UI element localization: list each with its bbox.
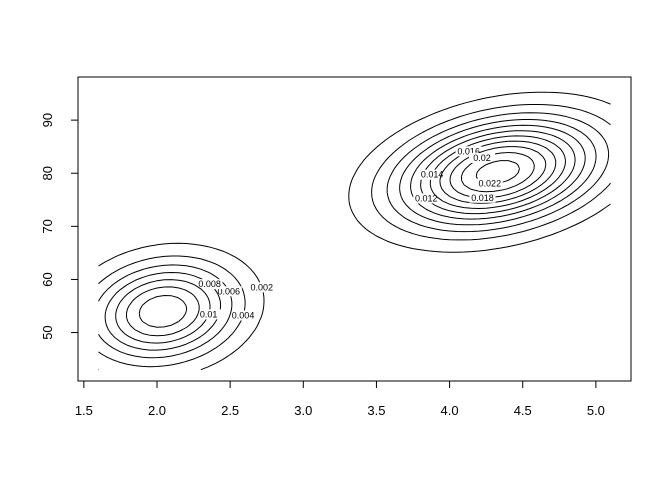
contour-label: 0.002 <box>250 282 273 292</box>
contour-line <box>115 124 586 344</box>
contour-label: 0.01 <box>200 309 218 319</box>
x-tick-label: 4.0 <box>441 403 459 418</box>
x-tick-label: 3.5 <box>367 403 385 418</box>
y-tick-label: 80 <box>40 166 55 180</box>
label-background <box>196 279 223 290</box>
contour-line <box>126 130 576 337</box>
contour-line <box>98 91 611 371</box>
x-tick-label: 2.5 <box>221 403 239 418</box>
contour-label: 0.008 <box>198 279 221 289</box>
contour-label: 0.006 <box>218 286 241 296</box>
y-tick-label: 90 <box>40 113 55 127</box>
contour-label: 0.012 <box>415 193 438 203</box>
x-tick-label: 3.0 <box>294 403 312 418</box>
x-tick-label: 5.0 <box>587 403 605 418</box>
contour-label: 0.018 <box>471 193 494 203</box>
y-tick-label: 70 <box>40 219 55 233</box>
x-tick-label: 4.5 <box>514 403 532 418</box>
contour-label: 0.014 <box>421 170 444 180</box>
label-background <box>195 309 222 320</box>
contour-label: 0.016 <box>457 146 480 156</box>
label-background <box>469 152 496 163</box>
y-tick-label: 60 <box>40 272 55 286</box>
y-tick-label: 50 <box>40 325 55 339</box>
contour-line <box>138 135 566 328</box>
label-background <box>230 310 257 321</box>
contour-line <box>104 119 597 351</box>
x-tick-label: 1.5 <box>75 403 93 418</box>
label-background <box>455 146 482 157</box>
contour-label: 0.022 <box>479 179 502 189</box>
label-background <box>413 193 440 204</box>
contour-label: 0.02 <box>473 153 491 163</box>
label-background <box>248 282 275 293</box>
contour-label: 0.004 <box>232 310 255 320</box>
label-background <box>476 178 503 189</box>
label-background <box>419 169 446 180</box>
contour-line <box>98 112 610 359</box>
x-tick-label: 2.0 <box>148 403 166 418</box>
label-background <box>215 286 242 297</box>
contour-line <box>98 104 611 368</box>
label-background <box>469 192 496 203</box>
